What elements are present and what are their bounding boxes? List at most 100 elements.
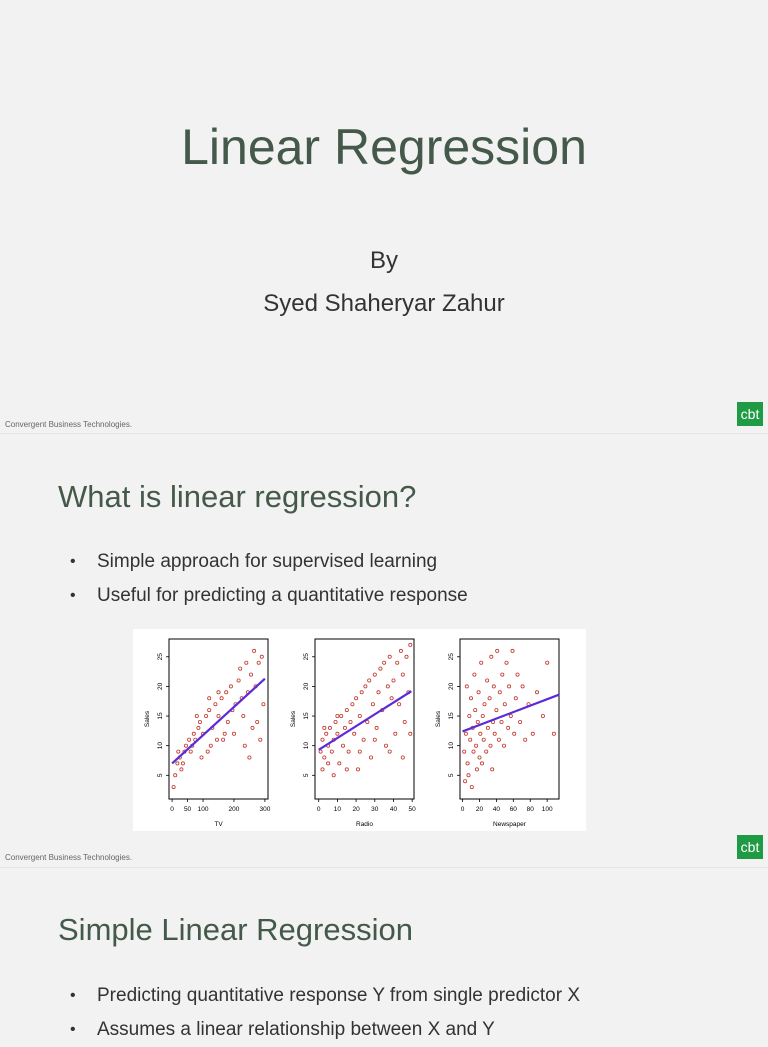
data-point — [387, 749, 392, 754]
data-point — [488, 743, 493, 748]
data-point — [363, 684, 368, 689]
data-point — [477, 755, 482, 760]
y-tick-label: 25 — [157, 653, 164, 661]
data-point — [494, 708, 499, 713]
data-point — [391, 678, 396, 683]
data-point — [534, 690, 539, 695]
data-point — [327, 725, 332, 730]
data-point — [402, 720, 407, 725]
data-point — [471, 749, 476, 754]
data-point — [465, 761, 470, 766]
data-point — [372, 737, 377, 742]
regression-line — [318, 690, 412, 751]
data-point — [500, 672, 505, 677]
data-point — [389, 696, 394, 701]
x-tick-label: 30 — [371, 806, 379, 813]
regression-line — [462, 693, 560, 733]
data-point — [350, 702, 355, 707]
data-point — [499, 720, 504, 725]
data-point — [318, 749, 323, 754]
data-point — [387, 654, 392, 659]
data-point — [228, 684, 233, 689]
data-point — [506, 725, 511, 730]
data-point — [501, 743, 506, 748]
cbt-logo: cbt — [737, 835, 763, 859]
footer-company: Convergent Business Technologies. — [5, 420, 133, 429]
y-tick-label: 25 — [448, 653, 455, 661]
x-tick-label: 50 — [184, 806, 192, 813]
data-point — [354, 696, 359, 701]
data-point — [515, 672, 520, 677]
data-point — [256, 660, 261, 665]
data-point — [322, 725, 327, 730]
data-point — [378, 666, 383, 671]
data-point — [221, 737, 226, 742]
data-point — [352, 731, 357, 736]
data-point — [510, 648, 515, 653]
data-point — [249, 672, 254, 677]
data-point — [241, 714, 246, 719]
data-point — [480, 714, 485, 719]
data-point — [196, 725, 201, 730]
x-tick-label: 50 — [409, 806, 417, 813]
list-item: • Simple approach for supervised learning — [70, 551, 438, 572]
x-tick-label: 100 — [198, 806, 209, 813]
data-point — [224, 690, 229, 695]
data-point — [487, 696, 492, 701]
data-point — [507, 684, 512, 689]
y-tick-label: 20 — [303, 682, 310, 690]
data-point — [400, 672, 405, 677]
data-point — [340, 743, 345, 748]
data-point — [502, 702, 507, 707]
data-point — [242, 743, 247, 748]
simple-lr-slide: Simple Linear Regression • Predicting qua… — [0, 868, 768, 1040]
data-point — [213, 702, 218, 707]
data-point — [171, 785, 176, 790]
x-tick-label: 0 — [461, 806, 465, 813]
regression-line — [171, 677, 266, 765]
plot-frame — [459, 638, 560, 800]
data-point — [191, 731, 196, 736]
data-point — [339, 714, 344, 719]
data-point — [188, 749, 193, 754]
data-point — [346, 749, 351, 754]
data-point — [468, 737, 473, 742]
data-point — [481, 737, 486, 742]
x-tick-label: 100 — [542, 806, 553, 813]
cbt-logo: cbt — [737, 402, 763, 426]
data-point — [176, 749, 181, 754]
data-point — [333, 720, 338, 725]
y-tick-label: 15 — [303, 712, 310, 720]
data-point — [250, 725, 255, 730]
data-point — [374, 725, 379, 730]
data-point — [357, 749, 362, 754]
y-tick-label: 25 — [303, 653, 310, 661]
data-point — [479, 660, 484, 665]
data-point — [205, 749, 210, 754]
list-item: • Assumes a linear relationship between X… — [70, 1019, 495, 1040]
data-point — [199, 755, 204, 760]
y-tick-label: 5 — [448, 773, 455, 777]
data-point — [215, 737, 220, 742]
data-point — [376, 690, 381, 695]
data-point — [197, 720, 202, 725]
x-tick-label: 20 — [476, 806, 484, 813]
data-point — [238, 666, 243, 671]
x-axis-label: TV — [214, 821, 223, 828]
data-point — [329, 749, 334, 754]
data-point — [367, 678, 372, 683]
data-point — [372, 672, 377, 677]
data-point — [222, 731, 227, 736]
data-point — [322, 755, 327, 760]
by-label: By — [369, 247, 398, 274]
data-point — [204, 714, 209, 719]
y-tick-label: 5 — [303, 773, 310, 777]
data-point — [467, 714, 472, 719]
data-point — [523, 737, 528, 742]
data-point — [324, 731, 329, 736]
y-tick-label: 15 — [157, 712, 164, 720]
data-point — [368, 755, 373, 760]
plot-frame — [314, 638, 415, 800]
data-point — [397, 702, 402, 707]
data-point — [208, 743, 213, 748]
